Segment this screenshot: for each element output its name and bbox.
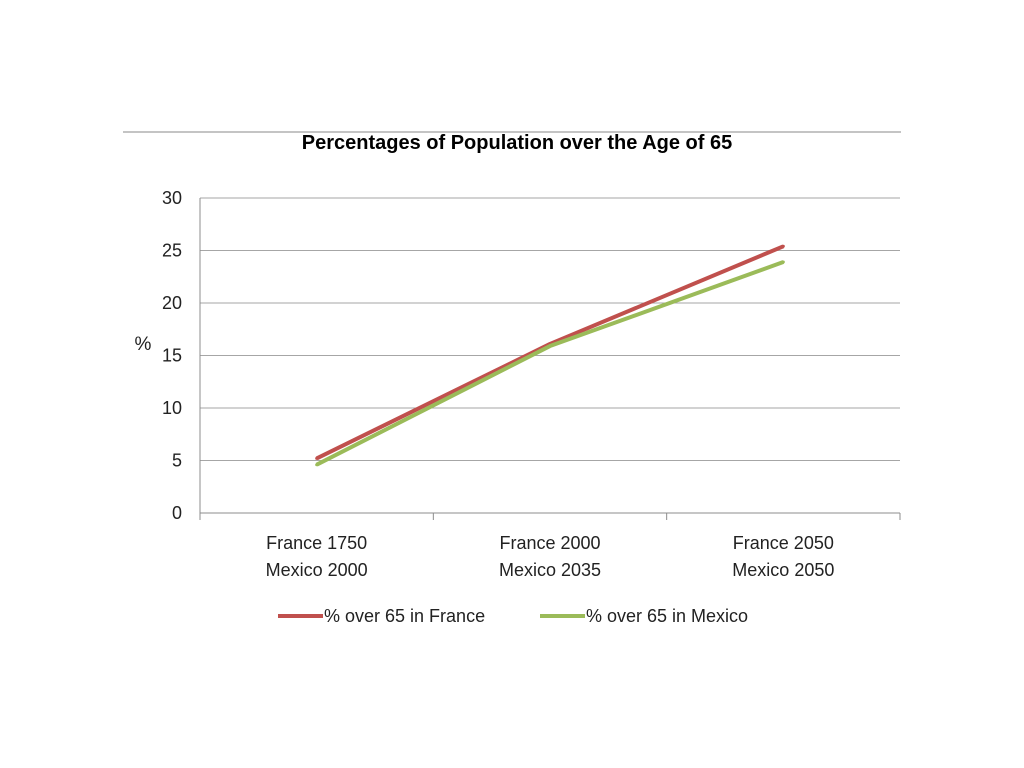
data-point [781, 260, 785, 264]
axes [199, 198, 901, 520]
y-tick-label: 25 [162, 241, 182, 261]
data-point [315, 463, 319, 467]
x-tick-label: France 1750 [266, 533, 367, 553]
y-tick-label: 10 [162, 398, 182, 418]
legend-label: % over 65 in Mexico [586, 606, 748, 626]
y-tick-labels: 0 5 10 15 20 25 30 [162, 188, 182, 523]
y-tick-label: 30 [162, 188, 182, 208]
y-tick-label: 5 [172, 451, 182, 471]
data-point [548, 344, 552, 348]
legend: % over 65 in France % over 65 in Mexico [278, 606, 748, 626]
x-tick-label: Mexico 2000 [266, 560, 368, 580]
x-tick-label: France 2050 [733, 533, 834, 553]
x-tick-label: Mexico 2050 [732, 560, 834, 580]
x-tick-label: France 2000 [499, 533, 600, 553]
legend-label: % over 65 in France [324, 606, 485, 626]
y-tick-label: 20 [162, 293, 182, 313]
data-point [781, 244, 785, 248]
series-line [315, 260, 785, 467]
data-point [315, 456, 319, 460]
x-tick-labels: France 1750 Mexico 2000 France 2000 Mexico … [266, 533, 835, 580]
y-tick-label: 0 [172, 503, 182, 523]
y-axis-label: % [135, 334, 152, 355]
y-tick-label: 15 [162, 346, 182, 366]
gridlines [200, 197, 900, 461]
series-lines [315, 244, 785, 467]
x-tick-label: Mexico 2035 [499, 560, 601, 580]
chart-title: Percentages of Population over the Age o… [302, 132, 732, 154]
series-line [315, 244, 785, 461]
